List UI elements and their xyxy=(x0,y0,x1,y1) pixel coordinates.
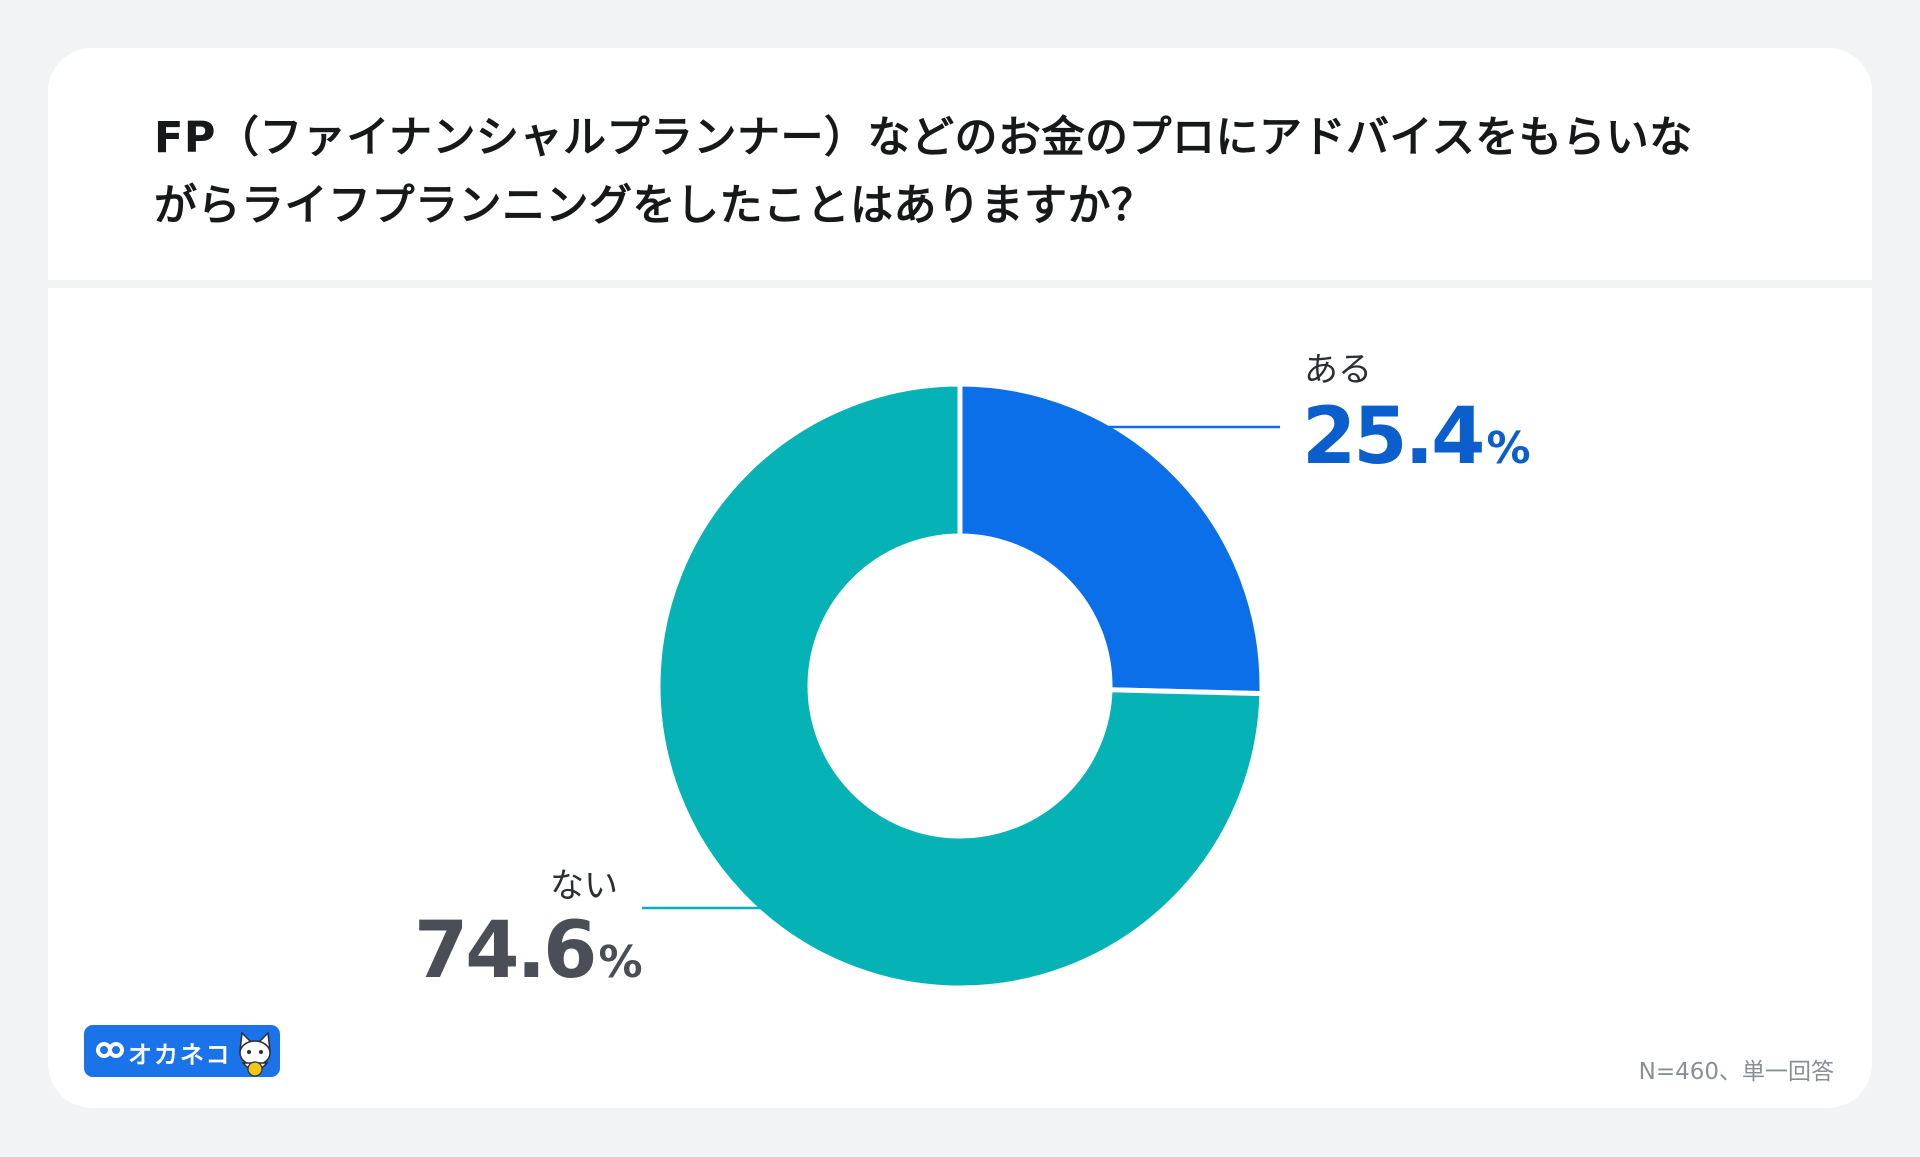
slice-aru xyxy=(957,381,1265,697)
category-label-aru: ある xyxy=(1304,350,1372,390)
percent-value-nai: 74.6 xyxy=(414,906,597,996)
percent-value-aru: 25.4 xyxy=(1302,392,1485,482)
okaneko-logo: オカネコ xyxy=(84,1025,280,1077)
chart-title-line-2: がらライフプランニングをしたことはありますか？ xyxy=(154,181,1155,231)
title-divider xyxy=(48,280,1872,288)
footnote: N=460、単一回答 xyxy=(1638,1059,1834,1085)
chart-title-line-1: FP（ファイナンシャルプランナー）などのお金のプロにアドバイスをもらいな xyxy=(154,113,1693,163)
percent-unit-aru: % xyxy=(1486,423,1531,474)
logo-text: オカネコ xyxy=(128,1041,232,1069)
infinity-icon xyxy=(96,1042,124,1058)
percent-label-nai: 74.6% xyxy=(414,906,643,996)
slice-nai xyxy=(655,381,1265,991)
category-label-nai: ない xyxy=(550,866,618,906)
chart-title: FP（ファイナンシャルプランナー）などのお金のプロにアドバイスをもらいな がらラ… xyxy=(154,104,1814,240)
percent-label-aru: 25.4% xyxy=(1302,392,1531,482)
percent-unit-nai: % xyxy=(598,937,643,988)
cat-mascot-icon xyxy=(239,1031,271,1077)
title-area: FP（ファイナンシャルプランナー）などのお金のプロにアドバイスをもらいな がらラ… xyxy=(48,48,1872,280)
